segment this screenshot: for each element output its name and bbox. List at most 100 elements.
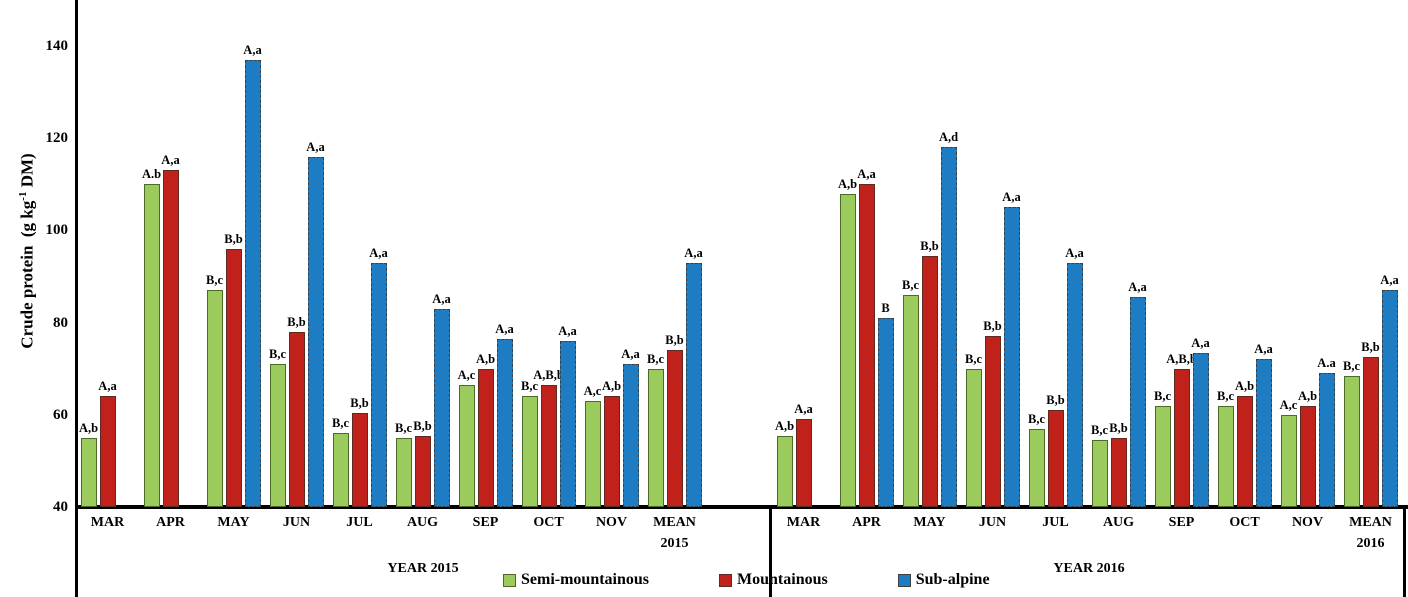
bar-sub-alpine-aug: A,a	[432, 292, 451, 507]
bar-mountainous-aug: B,b	[413, 419, 432, 507]
bar-sig-label: A,a	[1128, 280, 1147, 295]
category-label: JUL	[1042, 515, 1069, 530]
y-axis-title: Crude protein (g kg-1 DM)	[17, 71, 39, 431]
bar-group-nov-2016: A,c A,b A.a NOV	[1276, 0, 1339, 530]
bar-mountainous-apr: A,a	[857, 167, 876, 507]
legend-label-semi-mountainous: Semi-mountainous	[521, 571, 650, 588]
bar-semi-mountainous-apr: A.b	[142, 167, 161, 507]
bar-sig-label: B,c	[394, 420, 413, 435]
category-label: AUG	[406, 515, 439, 530]
bar-sig-label: B,c	[1090, 423, 1109, 438]
bar-group-mar-2015: A,b A,a MAR	[76, 0, 139, 530]
bar-sig-label: A,a	[794, 402, 813, 417]
legend-swatch-sub-alpine-icon	[897, 573, 911, 587]
bars-row: B,c B,b A,a	[965, 190, 1021, 507]
bars-row: B,c B,b A,a	[1028, 246, 1084, 507]
y-axis-title-unit: DM)	[17, 153, 37, 192]
bar-sig-label: B,c	[268, 347, 287, 362]
category-label: MAR	[786, 515, 821, 530]
x-axis-line	[75, 505, 1408, 509]
bars-row: A,b A,a	[79, 379, 135, 507]
bars-row: A,c A,b A.a	[1280, 356, 1336, 507]
bar-semi-mountainous-may: B,c	[206, 273, 223, 507]
bar-sig-label: B,b	[1046, 393, 1065, 408]
bar-group-may-2016: B,c B,b A,d MAY	[898, 0, 961, 530]
bar-sig-label: A.b	[141, 167, 162, 182]
bar-sig-label: A,a	[98, 379, 117, 394]
bar-sig-label: B,b	[920, 238, 939, 253]
bar-semi-mountainous-sep: A,c	[458, 368, 475, 507]
bar-sig-label: A,a	[1002, 190, 1021, 205]
bar-sig-label: A,a	[1254, 342, 1273, 357]
bar-group-aug-2015: B,c B,b A,a AUG	[391, 0, 454, 530]
category-label: MAR	[90, 515, 125, 530]
bars-row: B,c B,b A,a	[206, 43, 262, 507]
bar-sig-label: A.a	[1317, 356, 1336, 371]
bar-mountainous-aug: B,b	[1109, 421, 1128, 507]
category-label: APR	[852, 515, 881, 530]
bar-sig-label: A,a	[857, 167, 876, 182]
category-label: SEP	[472, 515, 499, 530]
bars-row: B,c B,b A,a	[269, 140, 325, 507]
category-label: APR	[156, 515, 185, 530]
category-label: OCT	[533, 515, 564, 530]
bar-sig-label: A,a	[1380, 273, 1399, 288]
bar-group-jun-2016: B,c B,b A,a JUN	[961, 0, 1024, 530]
legend-item-sub-alpine: Sub-alpine	[897, 571, 990, 589]
bar-mountainous-oct: A,b	[1235, 379, 1254, 507]
bar-mountainous-may: B,b	[920, 239, 939, 507]
bar-sig-label: B,c	[901, 277, 920, 292]
bar-semi-mountainous-jul: B,c	[1028, 412, 1045, 507]
bars-row: B,c B,b A,d	[901, 130, 958, 507]
bar-group-sep-2015: A,c A,b A,a SEP	[454, 0, 517, 530]
bar-semi-mountainous-jun: B,c	[269, 347, 286, 507]
y-tick-label-140: 140	[45, 38, 69, 54]
bar-semi-mountainous-aug: B,c	[1091, 423, 1108, 507]
bar-mountainous-sep: A,b	[476, 352, 495, 507]
bar-semi-mountainous-oct: B,c	[521, 379, 538, 507]
year-2015-title: YEAR 2015	[387, 561, 459, 576]
bar-mountainous-oct: A,B,b	[533, 368, 564, 507]
bar-sub-alpine-may: A,a	[243, 43, 262, 507]
bar-sig-label: B,b	[287, 314, 306, 329]
bar-group-jul-2016: B,c B,b A,a JUL	[1024, 0, 1087, 530]
bar-sig-label: A,b	[837, 176, 858, 191]
bar-mountainous-jun: B,b	[287, 315, 306, 507]
bar-semi-mountainous-oct: B,c	[1217, 389, 1234, 507]
bar-mountainous-mean: B,b	[665, 333, 684, 507]
bar-sub-alpine-oct: A,a	[1254, 342, 1273, 507]
bar-mountainous-nov: A,b	[1298, 389, 1317, 507]
bar-sig-label: B,c	[1027, 411, 1046, 426]
bars-row: B,c A,B,b A,a	[1154, 336, 1210, 507]
bar-sig-label: A,b	[601, 379, 622, 394]
bar-sig-label: B	[881, 301, 890, 315]
category-label: JUN	[978, 515, 1007, 530]
bar-sig-label: B,c	[646, 351, 665, 366]
legend-swatch-mountainous-icon	[719, 573, 733, 587]
bar-sub-alpine-sep: A,a	[1191, 336, 1210, 507]
bar-mountainous-jun: B,b	[983, 319, 1002, 507]
bar-group-jun-2015: B,c B,b A,a JUN	[265, 0, 328, 530]
bars-row: B,c B,b A,a	[332, 246, 388, 507]
bar-group-aug-2016: B,c B,b A,a AUG	[1087, 0, 1150, 530]
bar-sub-alpine-mean: A,a	[684, 246, 703, 507]
bar-sig-label: A,b	[774, 418, 795, 433]
bar-mountainous-mar: A,a	[794, 402, 813, 507]
bar-mountainous-jul: B,b	[350, 396, 369, 507]
bar-group-nov-2015: A,c A,b A,a NOV	[580, 0, 643, 530]
bar-sig-label: B,b	[350, 395, 369, 410]
category-label: SEP	[1168, 515, 1195, 530]
bar-semi-mountainous-jun: B,c	[965, 352, 982, 507]
category-label: JUN	[282, 515, 311, 530]
bars-row: A,c A,b A,a	[584, 347, 640, 507]
bar-semi-mountainous-aug: B,c	[395, 421, 412, 507]
bars-row: B,c A,b A,a	[1217, 342, 1273, 507]
legend-swatch-semi-mountainous-icon	[503, 573, 516, 587]
bar-mountainous-nov: A,b	[602, 379, 621, 507]
bar-sig-label: A,a	[432, 291, 451, 306]
bar-sig-label: A,a	[495, 321, 514, 336]
category-label: MEAN 2016	[1349, 515, 1392, 551]
bar-sig-label: B,c	[1216, 388, 1235, 403]
y-axis-line	[75, 0, 78, 597]
bar-sig-label: A,a	[621, 347, 640, 362]
